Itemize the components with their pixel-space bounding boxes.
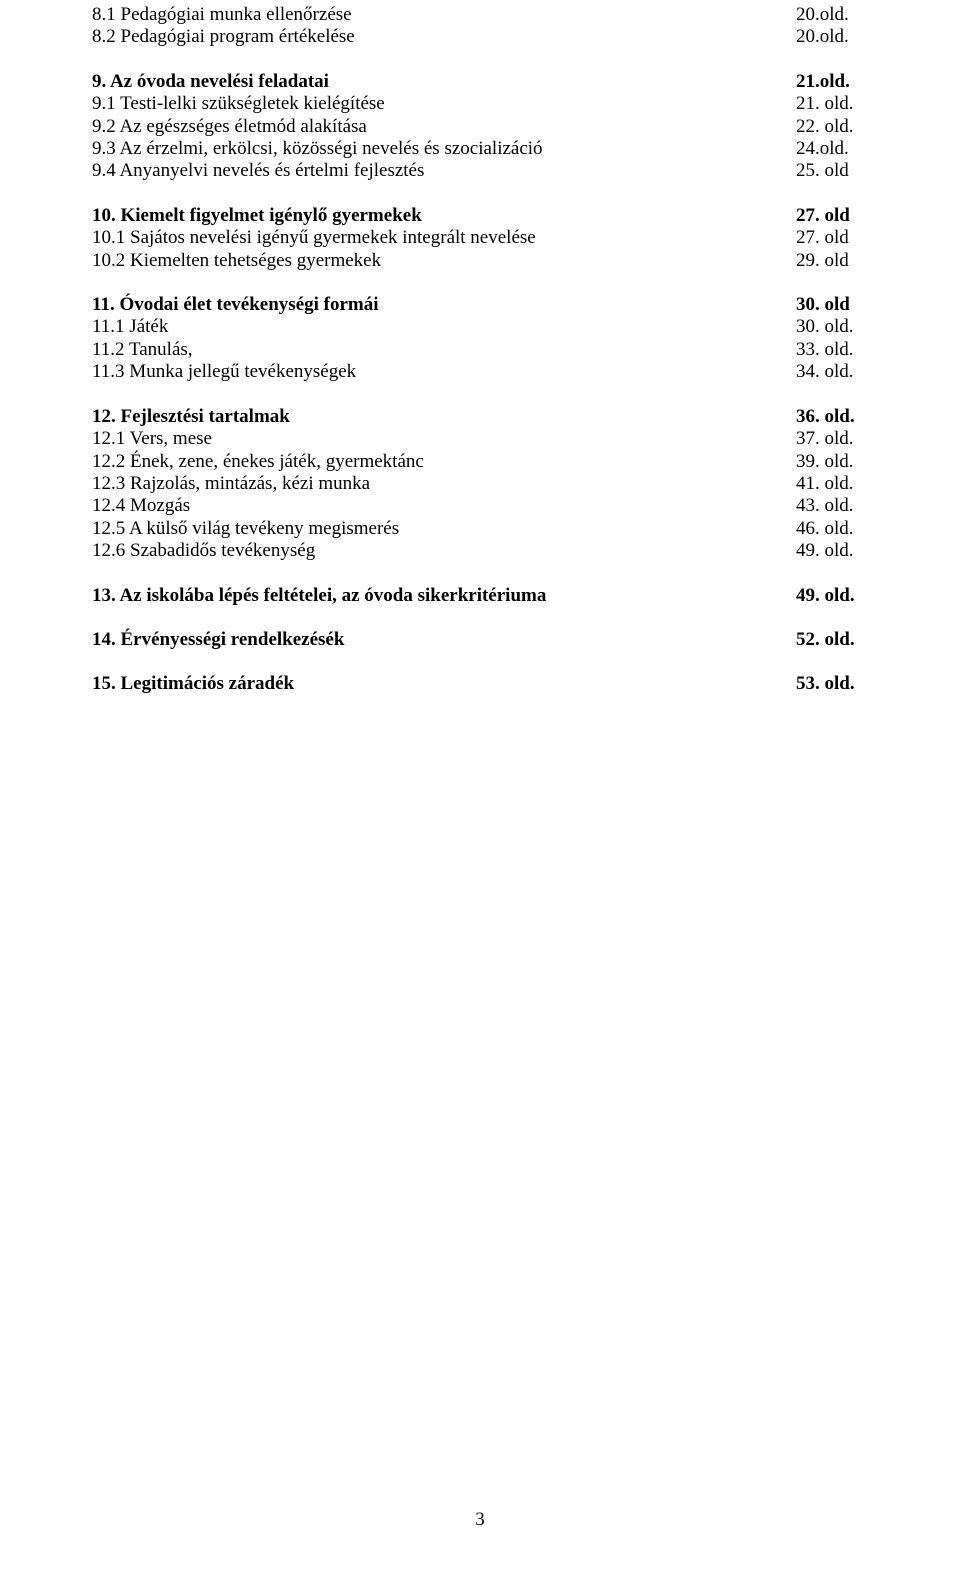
toc-entry-title: 12.3 Rajzolás, mintázás, kézi munka <box>92 473 796 495</box>
toc-entry-title: 11.2 Tanulás, <box>92 339 796 361</box>
toc-row: 10.2 Kiemelten tehetséges gyermekek29. o… <box>92 250 870 272</box>
toc-row: 12.5 A külső világ tevékeny megismerés46… <box>92 518 870 540</box>
toc-entry-title: 9.3 Az érzelmi, erkölcsi, közösségi neve… <box>92 138 796 160</box>
toc-entry-title: 9.2 Az egészséges életmód alakítása <box>92 116 796 138</box>
toc-block: 15. Legitimációs záradék53. old. <box>92 673 870 695</box>
page-number: 3 <box>0 1509 960 1531</box>
toc-entry-title: 12.1 Vers, mese <box>92 428 796 450</box>
toc-entry-title: 13. Az iskolába lépés feltételei, az óvo… <box>92 585 796 607</box>
toc-row: 12.6 Szabadidős tevékenység49. old. <box>92 540 870 562</box>
toc-row: 9.4 Anyanyelvi nevelés és értelmi fejles… <box>92 160 870 182</box>
toc-entry-title: 10.2 Kiemelten tehetséges gyermekek <box>92 250 796 272</box>
toc-entry-title: 12. Fejlesztési tartalmak <box>92 406 796 428</box>
toc-entry-title: 12.2 Ének, zene, énekes játék, gyermektá… <box>92 451 796 473</box>
toc-entry-page: 30. old. <box>796 316 870 338</box>
toc-entry-title: 15. Legitimációs záradék <box>92 673 796 695</box>
toc-entry-page: 21.old. <box>796 71 870 93</box>
toc-row: 12.1 Vers, mese37. old. <box>92 428 870 450</box>
toc-row: 9.1 Testi-lelki szükségletek kielégítése… <box>92 93 870 115</box>
toc-entry-page: 25. old <box>796 160 870 182</box>
toc-entry-title: 11.1 Játék <box>92 316 796 338</box>
toc-entry-page: 36. old. <box>796 406 870 428</box>
toc-row: 12.4 Mozgás43. old. <box>92 495 870 517</box>
toc-row: 12.2 Ének, zene, énekes játék, gyermektá… <box>92 451 870 473</box>
toc-block: 10. Kiemelt figyelmet igénylő gyermekek2… <box>92 205 870 272</box>
toc-row: 15. Legitimációs záradék53. old. <box>92 673 870 695</box>
toc-entry-title: 12.4 Mozgás <box>92 495 796 517</box>
toc-row: 12.3 Rajzolás, mintázás, kézi munka41. o… <box>92 473 870 495</box>
toc-entry-page: 43. old. <box>796 495 870 517</box>
toc-row: 13. Az iskolába lépés feltételei, az óvo… <box>92 585 870 607</box>
toc-row: 10. Kiemelt figyelmet igénylő gyermekek2… <box>92 205 870 227</box>
toc-row: 12. Fejlesztési tartalmak36. old. <box>92 406 870 428</box>
toc-entry-title: 11.3 Munka jellegű tevékenységek <box>92 361 796 383</box>
toc-block: 12. Fejlesztési tartalmak36. old.12.1 Ve… <box>92 406 870 563</box>
toc-entry-page: 22. old. <box>796 116 870 138</box>
toc-entry-title: 11. Óvodai élet tevékenységi formái <box>92 294 796 316</box>
toc-row: 9.2 Az egészséges életmód alakítása22. o… <box>92 116 870 138</box>
toc-content: 8.1 Pedagógiai munka ellenőrzése20.old.8… <box>92 4 870 696</box>
toc-entry-page: 46. old. <box>796 518 870 540</box>
toc-entry-page: 53. old. <box>796 673 870 695</box>
toc-entry-page: 49. old. <box>796 540 870 562</box>
toc-row: 14. Érvényességi rendelkezésék52. old. <box>92 629 870 651</box>
toc-entry-page: 39. old. <box>796 451 870 473</box>
toc-row: 11.1 Játék30. old. <box>92 316 870 338</box>
toc-entry-page: 27. old <box>796 227 870 249</box>
toc-entry-page: 20.old. <box>796 26 870 48</box>
toc-entry-title: 14. Érvényességi rendelkezésék <box>92 629 796 651</box>
toc-entry-title: 12.6 Szabadidős tevékenység <box>92 540 796 562</box>
toc-block: 14. Érvényességi rendelkezésék52. old. <box>92 629 870 651</box>
toc-block: 8.1 Pedagógiai munka ellenőrzése20.old.8… <box>92 4 870 49</box>
toc-row: 9.3 Az érzelmi, erkölcsi, közösségi neve… <box>92 138 870 160</box>
toc-entry-page: 37. old. <box>796 428 870 450</box>
toc-entry-title: 9. Az óvoda nevelési feladatai <box>92 71 796 93</box>
toc-block: 13. Az iskolába lépés feltételei, az óvo… <box>92 585 870 607</box>
toc-entry-page: 52. old. <box>796 629 870 651</box>
toc-row: 11.3 Munka jellegű tevékenységek34. old. <box>92 361 870 383</box>
toc-entry-page: 21. old. <box>796 93 870 115</box>
toc-row: 9. Az óvoda nevelési feladatai21.old. <box>92 71 870 93</box>
toc-entry-page: 33. old. <box>796 339 870 361</box>
toc-block: 9. Az óvoda nevelési feladatai21.old.9.1… <box>92 71 870 183</box>
toc-entry-page: 49. old. <box>796 585 870 607</box>
toc-entry-title: 12.5 A külső világ tevékeny megismerés <box>92 518 796 540</box>
toc-entry-page: 30. old <box>796 294 870 316</box>
toc-row: 8.1 Pedagógiai munka ellenőrzése20.old. <box>92 4 870 26</box>
toc-entry-page: 34. old. <box>796 361 870 383</box>
toc-entry-title: 10. Kiemelt figyelmet igénylő gyermekek <box>92 205 796 227</box>
toc-entry-title: 9.1 Testi-lelki szükségletek kielégítése <box>92 93 796 115</box>
toc-entry-page: 27. old <box>796 205 870 227</box>
toc-entry-title: 8.1 Pedagógiai munka ellenőrzése <box>92 4 796 26</box>
toc-entry-page: 41. old. <box>796 473 870 495</box>
toc-entry-page: 20.old. <box>796 4 870 26</box>
toc-row: 11. Óvodai élet tevékenységi formái30. o… <box>92 294 870 316</box>
toc-entry-title: 8.2 Pedagógiai program értékelése <box>92 26 796 48</box>
toc-row: 10.1 Sajátos nevelési igényű gyermekek i… <box>92 227 870 249</box>
toc-entry-title: 10.1 Sajátos nevelési igényű gyermekek i… <box>92 227 796 249</box>
toc-entry-page: 24.old. <box>796 138 870 160</box>
toc-entry-title: 9.4 Anyanyelvi nevelés és értelmi fejles… <box>92 160 796 182</box>
toc-row: 8.2 Pedagógiai program értékelése20.old. <box>92 26 870 48</box>
toc-block: 11. Óvodai élet tevékenységi formái30. o… <box>92 294 870 384</box>
toc-row: 11.2 Tanulás,33. old. <box>92 339 870 361</box>
toc-entry-page: 29. old <box>796 250 870 272</box>
